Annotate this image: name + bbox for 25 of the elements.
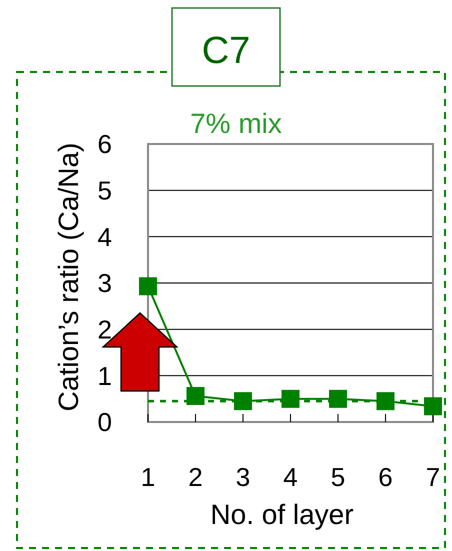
point [139, 277, 157, 296]
y-axis-title: Cation’s ratio (Ca/Na) [53, 142, 84, 412]
point [424, 397, 442, 416]
y-tick-label: 6 [98, 129, 112, 160]
x-tick-label: 6 [378, 462, 393, 492]
point [234, 392, 252, 410]
y-tick-label: 2 [98, 314, 112, 344]
point [282, 390, 300, 408]
point [329, 390, 347, 408]
x-tick-label: 1 [140, 462, 156, 492]
x-tick-label: 2 [188, 462, 203, 492]
x-axis-title: No. of layer [210, 499, 354, 530]
chart-title: C7 [202, 30, 250, 72]
chart-subtitle: 7% mix [190, 108, 282, 139]
point [186, 387, 204, 406]
point [376, 392, 394, 410]
y-tick-label: 1 [98, 360, 112, 391]
y-tick-label: 3 [98, 268, 112, 298]
x-tick-label: 5 [330, 462, 346, 492]
y-tick-label: 5 [98, 175, 112, 206]
x-tick-label: 4 [283, 462, 298, 492]
x-tick-label: 7 [426, 462, 440, 492]
y-tick-label: 4 [98, 222, 112, 252]
x-tick-label: 3 [236, 462, 250, 492]
y-tick-label: 0 [98, 407, 112, 438]
